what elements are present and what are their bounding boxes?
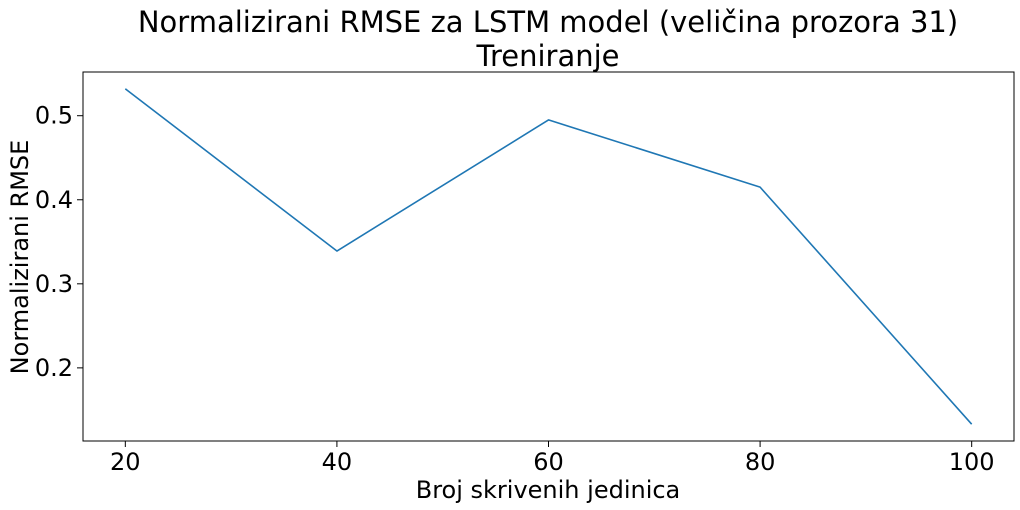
- chart-title: Normalizirani RMSE za LSTM model (veliči…: [138, 5, 958, 39]
- x-axis: 20 40 60 80 100: [110, 441, 995, 476]
- x-tick-label: 40: [322, 448, 353, 476]
- plot-area: [82, 71, 1015, 442]
- x-tick-label: 20: [110, 448, 141, 476]
- y-tick-label: 0.2: [35, 354, 73, 382]
- y-tick-label: 0.5: [35, 102, 73, 130]
- x-axis-label: Broj skrivenih jedinica: [416, 476, 681, 504]
- y-axis-label: Normalizirani RMSE: [6, 140, 34, 375]
- y-tick-label: 0.3: [35, 270, 73, 298]
- x-tick-label: 60: [533, 448, 564, 476]
- series-line: [124, 88, 973, 425]
- plot-frame: [82, 71, 1015, 442]
- x-tick-label: 100: [949, 448, 995, 476]
- chart-subtitle: Treniranje: [476, 39, 620, 73]
- y-tick-label: 0.4: [35, 186, 73, 214]
- x-tick-label: 80: [745, 448, 776, 476]
- y-axis: 0.2 0.3 0.4 0.5: [35, 102, 83, 382]
